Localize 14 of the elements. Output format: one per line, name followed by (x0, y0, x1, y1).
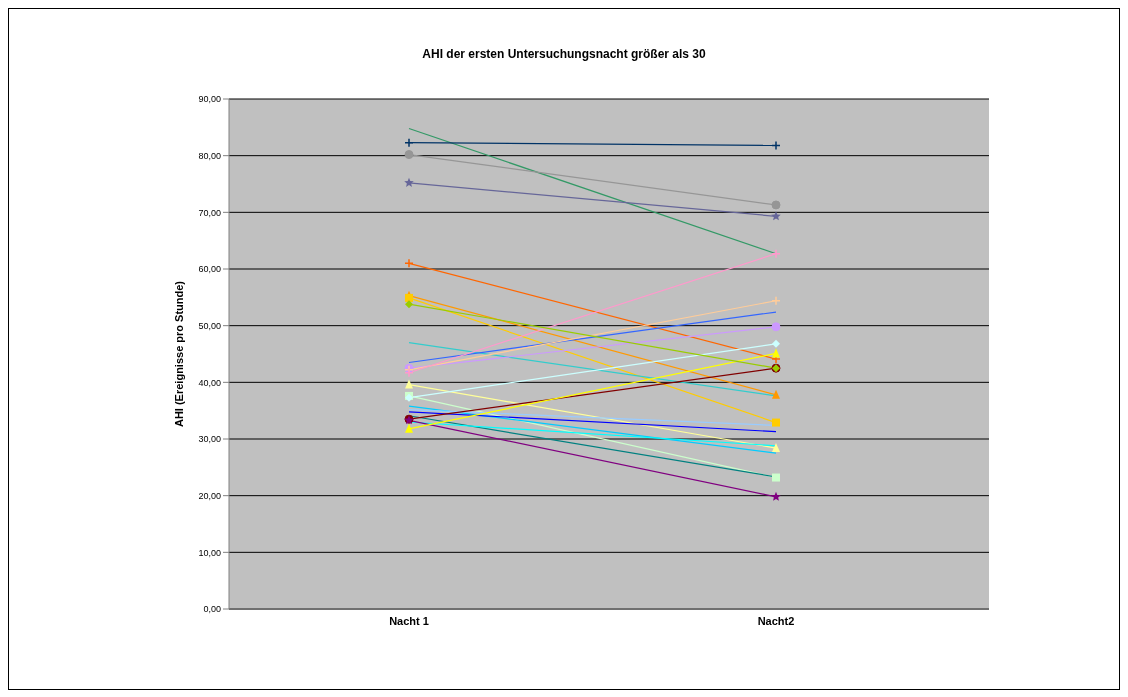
x-tick-label: Nacht2 (757, 614, 795, 627)
y-tick-label: 20,00 (198, 490, 221, 501)
y-tick-label: 0,00 (203, 604, 221, 615)
chart-title: AHI der ersten Untersuchungsnacht größer als 30 (421, 47, 707, 61)
y-tick-label: 30,00 (198, 434, 221, 445)
x-tick-label: Nacht 1 (389, 614, 429, 627)
y-tick-label: 90,00 (198, 94, 221, 105)
y-tick-label: 60,00 (198, 264, 221, 275)
y-tick-label: 80,00 (198, 150, 221, 161)
y-tick-label: 50,00 (198, 320, 221, 331)
y-tick-label: 70,00 (198, 207, 221, 218)
y-tick-label: 40,00 (198, 377, 221, 388)
y-tick-label: 10,00 (198, 547, 221, 558)
y-axis-title: AHI (Ereignisse pro Stunde) (172, 280, 185, 428)
